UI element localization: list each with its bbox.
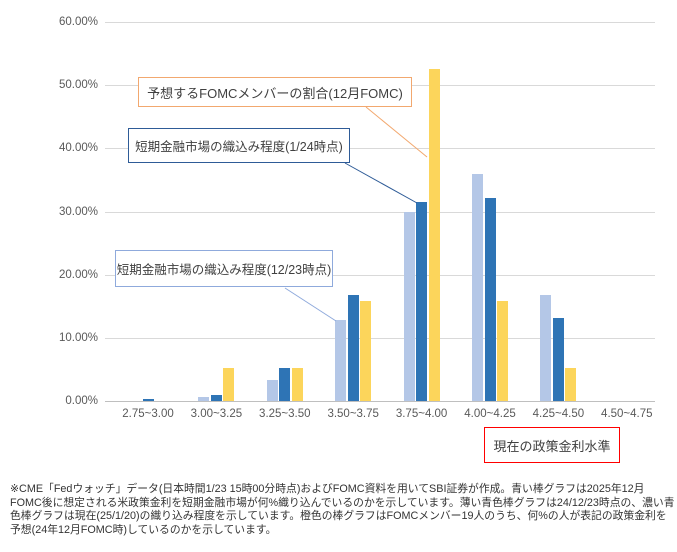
bar-market-1223-3.75~4.00 <box>403 211 415 401</box>
callout-current-policy-rate-label: 現在の政策金利水準 <box>493 438 611 454</box>
footnote-line-4: 予想(24年12月FOMC時)しているのかを示しています。 <box>10 523 277 536</box>
callout-market-0124: 短期金融市場の織込み程度(1/24時点) <box>128 128 350 163</box>
bar-fomc-dec-3.25~3.50 <box>291 367 303 401</box>
y-tick-label-10: 10.00% <box>58 331 98 344</box>
y-tick-label-30: 30.00% <box>58 205 98 218</box>
callout-fomc-members: 予想するFOMCメンバーの割合(12月FOMC) <box>138 77 412 107</box>
x-tick-label-3.50~3.75: 3.50~3.75 <box>327 408 379 420</box>
y-tick-label-40: 40.00% <box>58 142 98 155</box>
gridline-60 <box>105 22 655 23</box>
gridline-10 <box>105 337 655 339</box>
bar-market-0124-2.75~3.00 <box>142 399 154 401</box>
bar-market-1223-3.50~3.75 <box>335 320 347 401</box>
x-tick-label-3.25~3.50: 3.25~3.50 <box>259 408 311 420</box>
bar-fomc-dec-4.00~4.25 <box>497 301 508 401</box>
bar-fomc-dec-4.25~4.50 <box>565 367 577 401</box>
bar-fomc-dec-3.75~4.00 <box>428 68 440 401</box>
bar-fomc-dec-3.50~3.75 <box>360 301 372 401</box>
plot-area <box>105 22 655 402</box>
callout-current-policy-rate: 現在の政策金利水準 <box>484 427 620 463</box>
bar-market-0124-3.25~3.50 <box>279 368 291 401</box>
y-tick-label-60: 60.00% <box>58 16 98 28</box>
x-tick-label-4.00~4.25: 4.00~4.25 <box>464 408 516 420</box>
bar-fomc-dec-3.00~3.25 <box>223 367 235 401</box>
gridline-20 <box>105 274 655 276</box>
bar-market-1223-4.00~4.25 <box>472 173 483 401</box>
bar-market-0124-3.50~3.75 <box>347 294 359 401</box>
y-tick-label-0: 0.00% <box>65 395 98 407</box>
bar-market-0124-4.00~4.25 <box>484 197 496 401</box>
footnote-line-2: FOMC後に想定される米政策金利を短期金融市場が何%織り込んでいるのかを示してい… <box>10 496 675 509</box>
bar-market-0124-4.25~4.50 <box>552 317 564 401</box>
gridline-0 <box>105 401 655 402</box>
bar-market-0124-3.00~3.25 <box>210 395 222 401</box>
x-tick-label-3.75~4.00: 3.75~4.00 <box>395 408 448 420</box>
callout-fomc-members-label: 予想するFOMCメンバーの割合(12月FOMC) <box>147 85 403 101</box>
x-tick-label-3.00~3.25: 3.00~3.25 <box>190 408 243 420</box>
bar-market-0124-3.75~4.00 <box>416 202 428 401</box>
bar-market-1223-3.25~3.50 <box>266 380 278 401</box>
footnote: ※CME「Fedウォッチ」データ(日本時間1/23 15時00分時点)およびFO… <box>10 483 675 537</box>
footnote-line-1: ※CME「Fedウォッチ」データ(日本時間1/23 15時00分時点)およびFO… <box>10 483 645 495</box>
y-tick-label-50: 50.00% <box>58 79 98 92</box>
bar-market-1223-4.25~4.50 <box>540 294 552 401</box>
callout-market-0124-label: 短期金融市場の織込み程度(1/24時点) <box>135 140 343 154</box>
x-tick-label-4.25~4.50: 4.25~4.50 <box>532 408 585 420</box>
footnote-line-3: 色棒グラフは現在(25/1/20)の織り込み程度を示しています。橙色の棒グラフは… <box>10 510 667 523</box>
x-tick-label-4.50~4.75: 4.50~4.75 <box>601 408 653 420</box>
y-tick-label-20: 20.00% <box>58 268 98 281</box>
bar-market-1223-3.00~3.25 <box>198 397 210 401</box>
callout-market-1223-label: 短期金融市場の織込み程度(12/23時点) <box>116 263 332 277</box>
gridline-30 <box>105 211 655 213</box>
callout-market-1223: 短期金融市場の織込み程度(12/23時点) <box>115 250 333 287</box>
x-tick-label-2.75~3.00: 2.75~3.00 <box>122 408 174 420</box>
